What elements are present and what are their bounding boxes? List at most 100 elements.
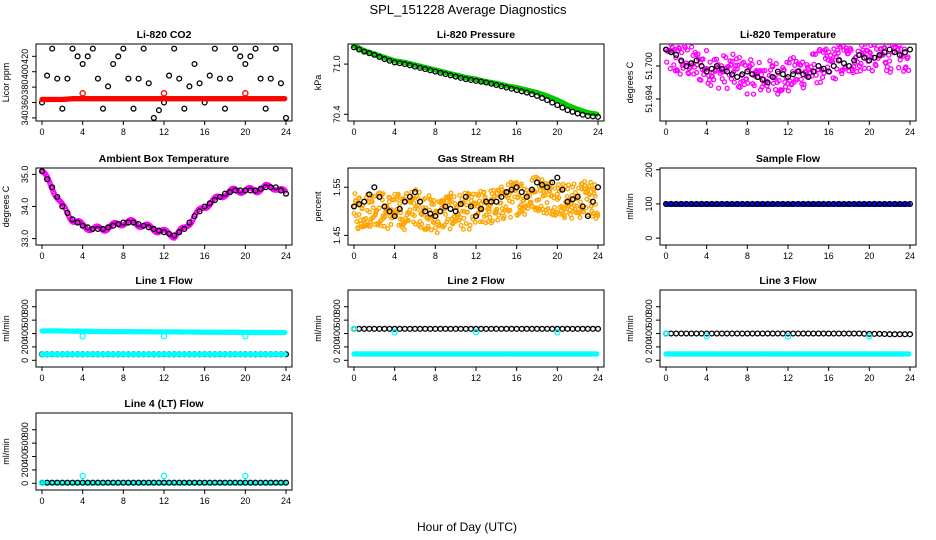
data-point	[44, 176, 51, 183]
data-series	[79, 90, 249, 97]
data-point	[483, 325, 490, 332]
data-point	[442, 325, 449, 332]
data-point	[501, 213, 507, 219]
y-axis-label: kPa	[313, 75, 323, 91]
data-point	[767, 58, 773, 64]
data-point	[688, 330, 695, 337]
x-tick-label: 20	[552, 251, 562, 261]
data-series	[350, 325, 602, 332]
data-point	[562, 215, 567, 221]
data-point	[206, 479, 213, 486]
data-point	[730, 51, 736, 57]
data-point	[186, 479, 193, 486]
data-series	[79, 332, 249, 340]
data-point	[800, 330, 807, 337]
data-point	[432, 225, 438, 231]
data-point	[277, 187, 284, 194]
data-point	[734, 330, 741, 337]
data-point	[886, 46, 893, 53]
data-point	[437, 208, 444, 215]
data-point	[181, 225, 188, 233]
data-point	[835, 50, 841, 56]
data-point	[662, 46, 670, 53]
data-point	[861, 330, 868, 337]
x-tick-label: 16	[512, 127, 522, 137]
data-point	[196, 80, 203, 87]
data-point	[508, 214, 513, 220]
plot-frame	[35, 167, 293, 246]
data-point	[729, 71, 736, 78]
data-point	[513, 325, 520, 332]
data-point	[857, 39, 861, 43]
data-point	[723, 54, 729, 61]
plot-area	[350, 325, 602, 357]
data-point	[713, 62, 720, 70]
data-point	[437, 69, 444, 76]
data-point	[507, 207, 513, 213]
panel-2: Li-820 Temperature degrees C 0 4 8 12 16 20 24 51…	[625, 29, 917, 137]
x-tick-label: 8	[121, 373, 126, 383]
data-point	[74, 219, 81, 226]
data-point	[99, 105, 107, 112]
data-point	[356, 46, 363, 53]
data-point	[478, 205, 485, 212]
data-point	[673, 54, 679, 61]
data-point	[589, 325, 596, 332]
x-tick-label: 20	[552, 373, 562, 383]
y-tick-label: 100	[644, 196, 654, 211]
data-point	[237, 187, 244, 194]
x-tick-label: 24	[593, 373, 603, 383]
data-point	[376, 53, 383, 61]
data-point	[906, 46, 914, 53]
data-point	[676, 45, 683, 52]
data-point	[810, 200, 817, 207]
data-point	[668, 49, 675, 56]
data-series	[662, 46, 914, 86]
data-point	[756, 59, 762, 66]
data-point	[871, 54, 878, 61]
data-point	[830, 200, 837, 207]
data-point	[44, 72, 51, 79]
data-point	[845, 330, 853, 337]
data-point	[693, 330, 700, 337]
data-point	[371, 51, 378, 58]
y-tick-label: 1.55	[332, 178, 342, 196]
data-point	[759, 84, 765, 90]
data-point	[810, 51, 816, 57]
data-point	[467, 222, 473, 228]
y-axis-label: ml/min	[625, 193, 635, 220]
data-point	[896, 331, 903, 338]
data-point	[594, 184, 602, 191]
data-point	[206, 200, 213, 207]
data-point	[442, 222, 448, 228]
data-point	[737, 84, 743, 90]
data-point	[754, 330, 761, 337]
data-point	[559, 186, 566, 193]
x-tick-label: 0	[351, 373, 356, 383]
x-tick-label: 16	[512, 251, 522, 261]
data-point	[442, 203, 449, 210]
data-series	[351, 174, 601, 236]
data-point	[858, 60, 864, 67]
data-point	[800, 71, 807, 78]
x-tick-label: 0	[39, 127, 44, 137]
data-point	[509, 199, 515, 205]
data-point	[559, 325, 566, 332]
data-point	[191, 60, 198, 68]
data-point	[84, 53, 91, 60]
x-tick-label: 24	[593, 251, 603, 261]
data-point	[888, 66, 894, 72]
data-point	[790, 71, 797, 78]
data-point	[74, 479, 81, 486]
data-point	[594, 325, 602, 332]
panel-4: Gas Stream RH percent 0 4 8 12 16 20 24 1.45 1.55	[313, 153, 605, 261]
data-point	[785, 88, 792, 94]
data-point	[886, 58, 893, 64]
data-point	[447, 205, 454, 212]
y-tick-label: 420	[20, 49, 30, 64]
data-point	[452, 325, 459, 332]
data-point	[754, 73, 761, 81]
data-point	[487, 214, 493, 220]
y-tick-label: 400	[20, 64, 30, 79]
data-point	[417, 198, 424, 205]
